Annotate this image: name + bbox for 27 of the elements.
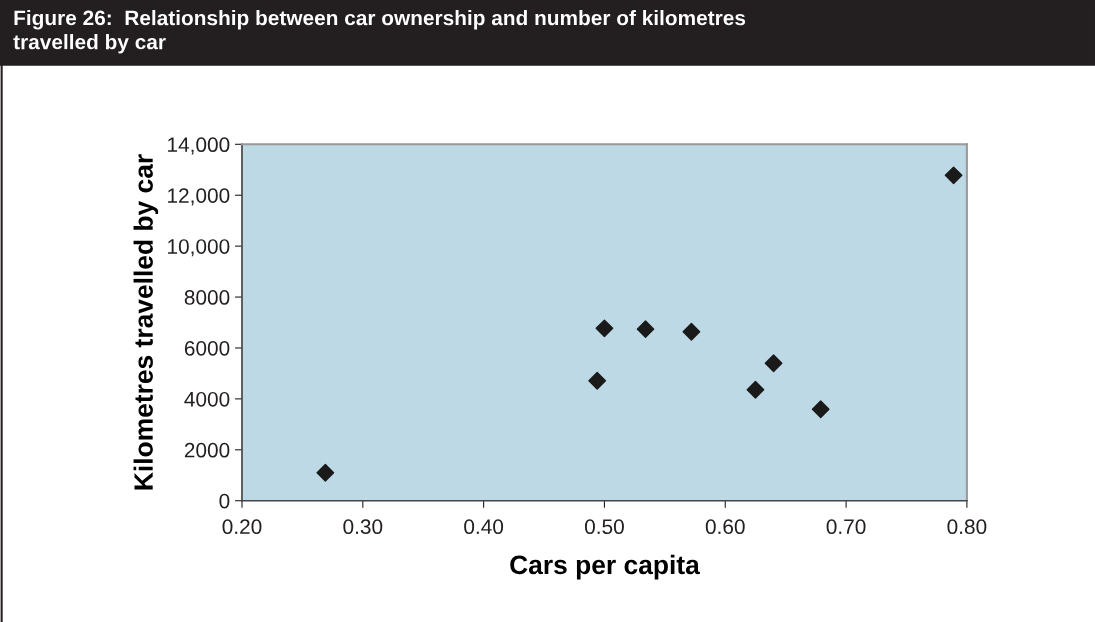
point xyxy=(595,319,614,338)
y-tick-label: 2000 xyxy=(184,442,230,458)
point xyxy=(636,320,655,339)
y-tick-label: 12,000 xyxy=(168,188,230,206)
x-tick-label: 0.50 xyxy=(584,519,624,535)
x-tick-label: 0.40 xyxy=(464,519,504,535)
x-tick-label: 0.80 xyxy=(947,519,987,535)
point xyxy=(588,371,607,390)
x-tick-label: 0.30 xyxy=(343,519,383,535)
point xyxy=(944,166,963,185)
chart-title: Figure 26: Relationship between car ownership and number of kilometres travelled by car xyxy=(13,10,746,54)
y-tick-label: 10,000 xyxy=(168,239,230,257)
point xyxy=(764,354,783,373)
x-tick-label: 0.70 xyxy=(826,519,866,535)
point xyxy=(682,322,701,341)
y-tick-label: 6000 xyxy=(184,340,230,356)
point xyxy=(316,463,335,482)
x-tick-label: 0.20 xyxy=(222,519,262,535)
y-tick-label: 8000 xyxy=(184,290,230,305)
x-axis-title: Cars per capita xyxy=(510,554,700,580)
y-tick-label: 0 xyxy=(219,493,230,509)
point xyxy=(746,380,765,399)
x-tick-label: 0.60 xyxy=(705,519,745,535)
y-tick-label: 4000 xyxy=(184,391,230,407)
y-axis-title: Kilometres travelled by car xyxy=(133,154,159,490)
y-tick-label: 14,000 xyxy=(168,137,230,155)
point xyxy=(811,400,830,419)
